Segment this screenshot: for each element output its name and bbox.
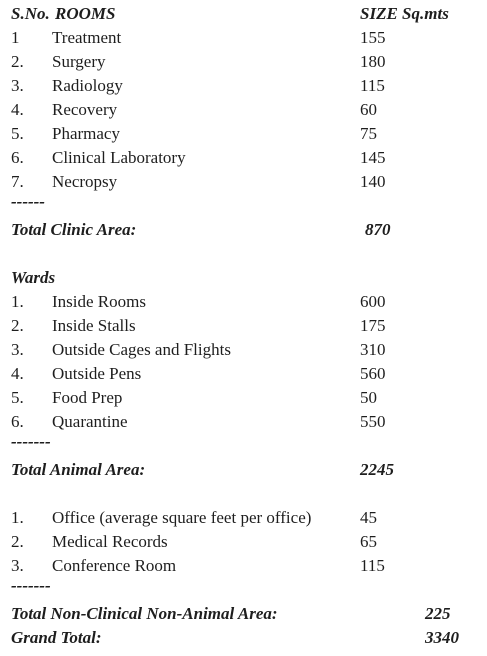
row-size: 175 [360,316,386,335]
grand-total-value: 3340 [424,628,460,647]
row-number: 1. [11,292,24,311]
row-size: 600 [360,292,386,311]
row-name: Radiology [52,76,123,95]
row-size: 560 [360,364,386,383]
section-title: Wards [11,268,55,287]
row-name: Recovery [52,100,118,119]
row-name: Pharmacy [52,124,120,143]
row-name: Quarantine [52,412,128,431]
header-rooms: ROOMS [54,4,115,23]
row-number: 1 [11,28,20,47]
row-name: Necropsy [52,172,118,191]
row-number: 6. [11,148,24,167]
row-number: 1. [11,508,24,527]
row-name: Outside Cages and Flights [52,340,231,359]
row-number: 2. [11,52,24,71]
row-size: 155 [360,28,386,47]
total-value: 225 [424,604,451,623]
row-name: Treatment [52,28,122,47]
row-name: Food Prep [52,388,122,407]
header-number: S.No. [11,4,50,23]
row-size: 140 [360,172,386,191]
row-size: 115 [360,556,385,575]
row-size: 145 [360,148,386,167]
row-name: Surgery [52,52,106,71]
separator: ------- [11,576,51,595]
total-value: 2245 [359,460,395,479]
total-label: Total Non-Clinical Non-Animal Area: [11,604,278,623]
row-number: 5. [11,388,24,407]
row-size: 50 [360,388,377,407]
row-size: 65 [360,532,377,551]
row-name: Medical Records [52,532,168,551]
row-number: 4. [11,364,24,383]
separator: ------- [11,432,51,451]
row-size: 180 [360,52,386,71]
row-name: Conference Room [52,556,176,575]
row-number: 5. [11,124,24,143]
total-label: Total Animal Area: [11,460,145,479]
total-label: Total Clinic Area: [11,220,136,239]
row-size: 60 [360,100,377,119]
row-number: 2. [11,316,24,335]
total-value: 870 [365,220,391,239]
row-number: 3. [11,76,24,95]
row-name: Inside Rooms [52,292,146,311]
row-name: Outside Pens [52,364,141,383]
row-number: 2. [11,532,24,551]
row-size: 310 [360,340,386,359]
header-size: SIZE Sq.mts [360,4,449,23]
row-number: 6. [11,412,24,431]
row-size: 45 [360,508,377,527]
separator: ------ [11,192,45,211]
row-size: 550 [360,412,386,431]
row-name: Inside Stalls [52,316,136,335]
row-size: 75 [360,124,377,143]
row-number: 4. [11,100,24,119]
row-name: Office (average square feet per office) [52,508,311,527]
row-number: 3. [11,556,24,575]
grand-total-label: Grand Total: [11,628,102,647]
row-number: 3. [11,340,24,359]
row-size: 115 [360,76,385,95]
row-name: Clinical Laboratory [52,148,186,167]
row-number: 7. [11,172,24,191]
